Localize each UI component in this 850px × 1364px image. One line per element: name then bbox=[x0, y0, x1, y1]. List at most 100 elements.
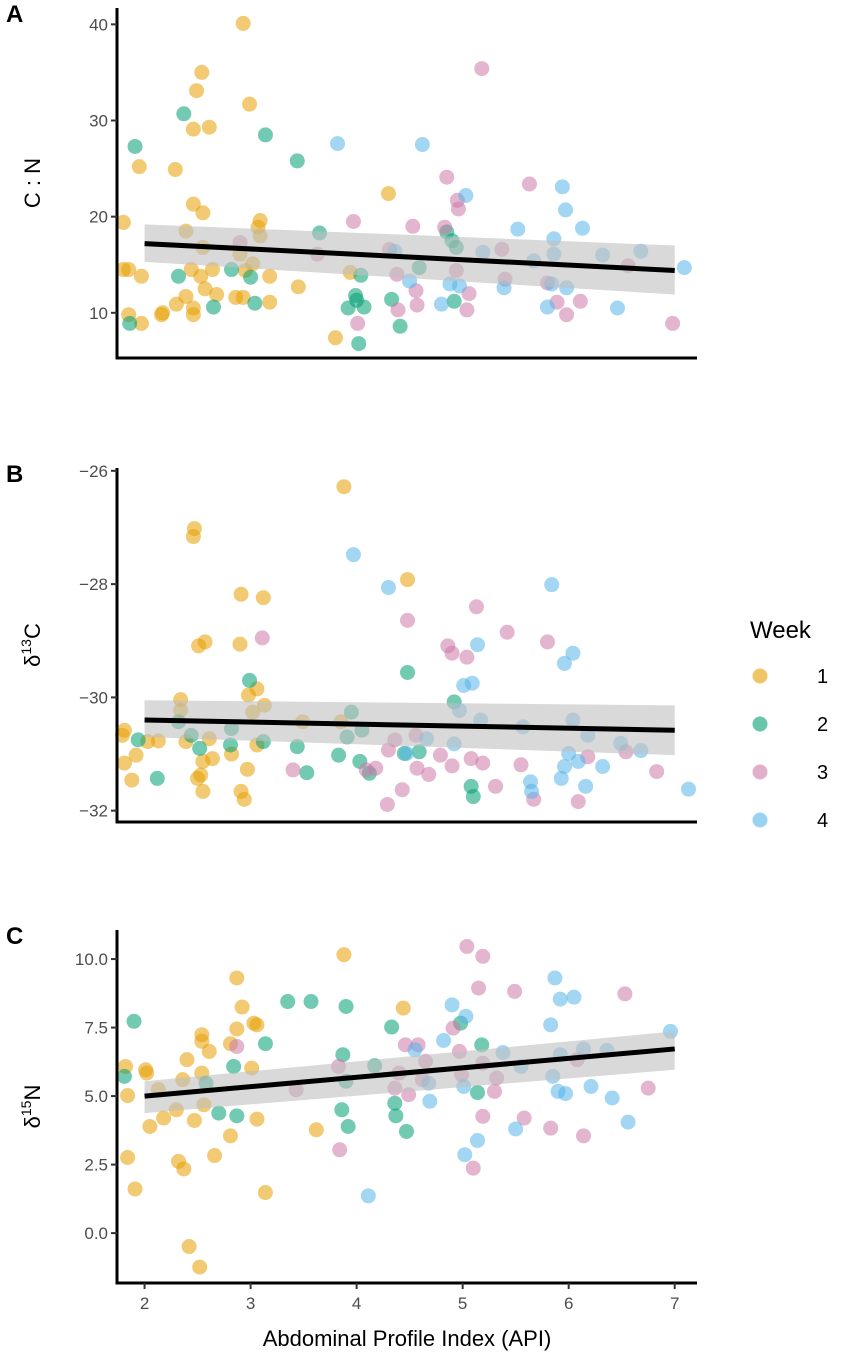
point-week-4 bbox=[510, 221, 526, 237]
y-tick-label: −26 bbox=[79, 462, 108, 481]
point-week-2 bbox=[400, 664, 416, 680]
point-week-4 bbox=[414, 137, 430, 153]
point-week-3 bbox=[475, 1108, 491, 1124]
y-axis-title: δ13C bbox=[18, 623, 45, 667]
y-axis-title-suffix: C bbox=[20, 623, 45, 639]
legend-swatch bbox=[752, 668, 768, 684]
point-week-1 bbox=[262, 268, 278, 284]
point-week-3 bbox=[390, 302, 406, 318]
point-week-1 bbox=[168, 296, 184, 312]
point-week-3 bbox=[254, 630, 270, 646]
point-week-4 bbox=[681, 781, 697, 797]
point-week-2 bbox=[470, 1085, 486, 1101]
point-week-3 bbox=[444, 645, 460, 661]
legend-label: 4 bbox=[817, 810, 828, 832]
point-week-3 bbox=[576, 1128, 592, 1144]
legend-item-week-3: 3 bbox=[752, 762, 828, 784]
point-week-3 bbox=[444, 758, 460, 774]
y-tick-label: 7.5 bbox=[84, 1019, 108, 1038]
point-week-3 bbox=[439, 169, 455, 185]
point-week-1 bbox=[197, 281, 213, 297]
point-week-3 bbox=[475, 755, 491, 771]
point-week-1 bbox=[185, 529, 201, 545]
point-week-3 bbox=[572, 293, 588, 309]
point-week-2 bbox=[335, 1047, 351, 1063]
point-week-1 bbox=[156, 1110, 172, 1126]
point-week-2 bbox=[465, 789, 481, 805]
point-week-2 bbox=[303, 994, 319, 1010]
legend-swatch bbox=[752, 764, 768, 780]
point-week-1 bbox=[336, 479, 352, 495]
point-week-4 bbox=[524, 783, 540, 799]
point-week-3 bbox=[488, 778, 504, 794]
point-week-1 bbox=[185, 196, 201, 212]
point-week-1 bbox=[400, 572, 416, 588]
point-week-4 bbox=[470, 637, 486, 653]
point-week-1 bbox=[336, 947, 352, 963]
point-week-3 bbox=[468, 599, 484, 615]
point-week-2 bbox=[127, 138, 143, 154]
point-week-1 bbox=[120, 1088, 136, 1104]
legend-label: 1 bbox=[817, 666, 828, 688]
point-week-3 bbox=[507, 983, 523, 999]
point-week-4 bbox=[539, 299, 555, 315]
point-week-1 bbox=[240, 687, 256, 703]
point-week-1 bbox=[176, 1161, 192, 1177]
point-week-2 bbox=[331, 747, 347, 763]
y-axis-title-prefix: δ bbox=[20, 655, 45, 667]
point-week-2 bbox=[122, 315, 138, 331]
x-tick-label: 5 bbox=[458, 1294, 467, 1313]
point-week-3 bbox=[432, 747, 448, 763]
point-week-1 bbox=[189, 83, 205, 99]
y-axis-title: C : N bbox=[20, 158, 45, 208]
legend-swatch bbox=[752, 716, 768, 732]
point-week-2 bbox=[243, 269, 259, 285]
point-week-1 bbox=[234, 999, 250, 1015]
point-week-3 bbox=[459, 302, 475, 318]
y-tick-label: 20 bbox=[89, 208, 108, 227]
point-week-4 bbox=[566, 989, 582, 1005]
point-week-1 bbox=[195, 205, 211, 221]
point-week-2 bbox=[280, 994, 296, 1010]
y-axis-title: δ15N bbox=[18, 1085, 45, 1129]
point-week-4 bbox=[620, 1114, 636, 1130]
point-week-4 bbox=[547, 970, 563, 986]
point-week-1 bbox=[167, 162, 183, 178]
point-week-4 bbox=[436, 1032, 452, 1048]
point-week-1 bbox=[242, 96, 258, 112]
point-week-4 bbox=[676, 260, 692, 276]
point-week-4 bbox=[552, 991, 568, 1007]
legend-item-week-2: 2 bbox=[752, 714, 828, 736]
x-tick-label: 2 bbox=[140, 1294, 149, 1313]
point-week-3 bbox=[350, 315, 366, 331]
point-week-4 bbox=[544, 577, 560, 593]
point-week-1 bbox=[195, 783, 211, 799]
point-week-4 bbox=[444, 997, 460, 1013]
point-week-4 bbox=[345, 547, 361, 563]
point-week-4 bbox=[330, 136, 346, 152]
point-week-1 bbox=[257, 1185, 273, 1201]
point-week-3 bbox=[380, 742, 396, 758]
point-week-1 bbox=[133, 315, 149, 331]
point-week-2 bbox=[170, 268, 186, 284]
point-week-1 bbox=[255, 590, 271, 606]
point-week-2 bbox=[340, 1119, 356, 1135]
point-week-4 bbox=[543, 1017, 559, 1033]
point-week-1 bbox=[232, 636, 248, 652]
point-week-3 bbox=[445, 1020, 461, 1036]
point-week-4 bbox=[407, 1042, 423, 1058]
point-week-3 bbox=[394, 782, 410, 798]
points bbox=[114, 479, 697, 812]
point-week-1 bbox=[114, 727, 130, 743]
point-week-3 bbox=[368, 760, 384, 776]
y-tick-label: −28 bbox=[79, 575, 108, 594]
point-week-3 bbox=[539, 634, 555, 650]
point-week-1 bbox=[131, 159, 147, 175]
point-week-3 bbox=[570, 794, 586, 810]
point-week-2 bbox=[257, 1036, 273, 1052]
point-week-4 bbox=[422, 1093, 438, 1109]
panel-label: B bbox=[6, 461, 23, 488]
point-week-3 bbox=[409, 760, 425, 776]
legend-label: 3 bbox=[817, 762, 828, 784]
